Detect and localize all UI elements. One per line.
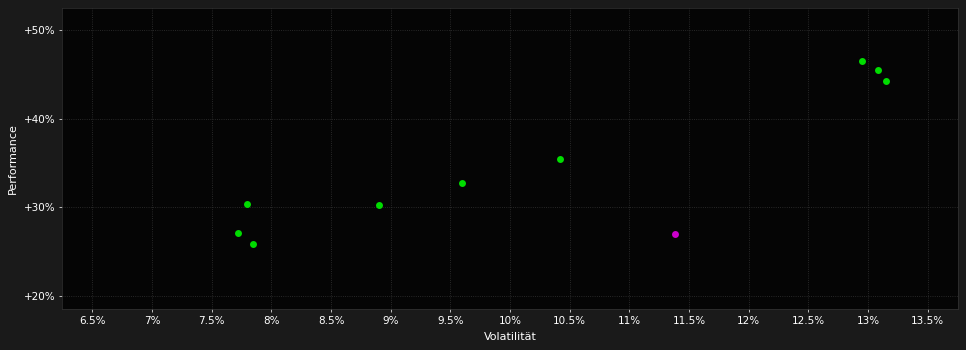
Point [240, 201, 255, 206]
Point [371, 202, 386, 208]
Point [455, 180, 470, 186]
Point [870, 68, 886, 73]
Point [553, 156, 568, 162]
X-axis label: Volatilität: Volatilität [484, 332, 536, 342]
Point [245, 241, 261, 246]
Y-axis label: Performance: Performance [9, 123, 18, 194]
Point [668, 231, 683, 237]
Point [878, 78, 894, 84]
Point [855, 58, 870, 63]
Point [230, 230, 245, 236]
